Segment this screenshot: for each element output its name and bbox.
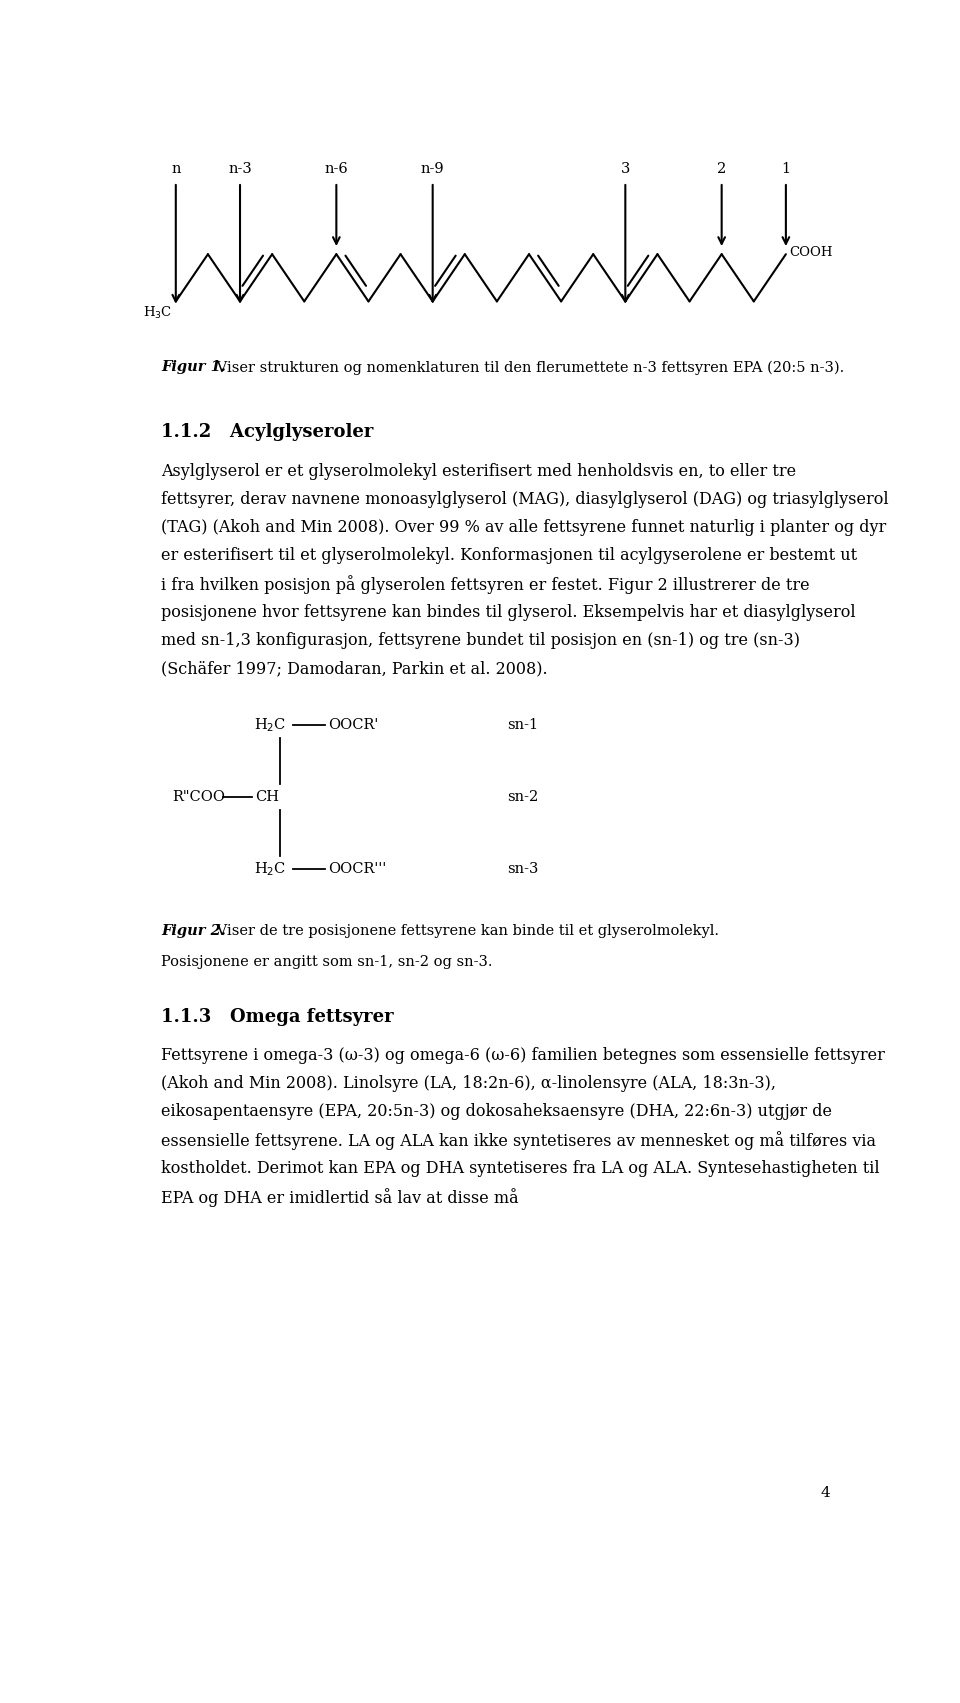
Text: 3: 3 — [621, 162, 630, 175]
Text: sn-1: sn-1 — [507, 719, 538, 732]
Text: fettsyrer, derav navnene monoasylglyserol (MAG), diasylglyserol (DAG) og triasyl: fettsyrer, derav navnene monoasylglysero… — [161, 490, 889, 507]
Text: i fra hvilken posisjon på glyserolen fettsyren er festet. Figur 2 illustrerer de: i fra hvilken posisjon på glyserolen fet… — [161, 576, 809, 594]
Text: er esterifisert til et glyserolmolekyl. Konformasjonen til acylgyserolene er bes: er esterifisert til et glyserolmolekyl. … — [161, 547, 857, 564]
Text: H$_2$C: H$_2$C — [253, 860, 286, 879]
Text: (Akoh and Min 2008). Linolsyre (LA, 18:2n-6), α-linolensyre (ALA, 18:3n-3),: (Akoh and Min 2008). Linolsyre (LA, 18:2… — [161, 1075, 776, 1092]
Text: 1.1.2   Acylglyseroler: 1.1.2 Acylglyseroler — [161, 424, 373, 441]
Text: Posisjonene er angitt som sn-1, sn-2 og sn-3.: Posisjonene er angitt som sn-1, sn-2 og … — [161, 955, 492, 969]
Text: (Schäfer 1997; Damodaran, Parkin et al. 2008).: (Schäfer 1997; Damodaran, Parkin et al. … — [161, 661, 547, 678]
Text: eikosapentaensyre (EPA, 20:5n-3) og dokosaheksaensyre (DHA, 22:6n-3) utgjør de: eikosapentaensyre (EPA, 20:5n-3) og doko… — [161, 1104, 832, 1121]
Text: n-6: n-6 — [324, 162, 348, 175]
Text: CH: CH — [255, 790, 279, 804]
Text: Viser strukturen og nomenklaturen til den flerumettete n-3 fettsyren EPA (20:5 n: Viser strukturen og nomenklaturen til de… — [211, 361, 844, 375]
Text: EPA og DHA er imidlertid så lav at disse må: EPA og DHA er imidlertid så lav at disse… — [161, 1189, 518, 1207]
Text: OOCR''': OOCR''' — [328, 862, 387, 877]
Text: n-3: n-3 — [228, 162, 252, 175]
Text: kostholdet. Derimot kan EPA og DHA syntetiseres fra LA og ALA. Syntesehastighete: kostholdet. Derimot kan EPA og DHA synte… — [161, 1160, 879, 1177]
Text: R"COO: R"COO — [172, 790, 225, 804]
Text: n-9: n-9 — [420, 162, 444, 175]
Text: Asylglyserol er et glyserolmolekyl esterifisert med henholdsvis en, to eller tre: Asylglyserol er et glyserolmolekyl ester… — [161, 463, 796, 480]
Text: posisjonene hvor fettsyrene kan bindes til glyserol. Eksempelvis har et diasylgl: posisjonene hvor fettsyrene kan bindes t… — [161, 603, 855, 620]
Text: 2: 2 — [717, 162, 727, 175]
Text: 4: 4 — [821, 1487, 830, 1500]
Text: n: n — [171, 162, 180, 175]
Text: 1.1.3   Omega fettsyrer: 1.1.3 Omega fettsyrer — [161, 1008, 394, 1025]
Text: Viser de tre posisjonene fettsyrene kan binde til et glyserolmolekyl.: Viser de tre posisjonene fettsyrene kan … — [211, 925, 718, 938]
Text: Fettsyrene i omega-3 (ω-3) og omega-6 (ω-6) familien betegnes som essensielle fe: Fettsyrene i omega-3 (ω-3) og omega-6 (ω… — [161, 1047, 885, 1064]
Text: H$_3$C: H$_3$C — [143, 305, 172, 322]
Text: H$_2$C: H$_2$C — [253, 715, 286, 734]
Text: sn-2: sn-2 — [507, 790, 539, 804]
Text: Figur 2.: Figur 2. — [161, 925, 226, 938]
Text: 1: 1 — [781, 162, 790, 175]
Text: COOH: COOH — [789, 247, 833, 259]
Text: med sn-1,3 konfigurasjon, fettsyrene bundet til posisjon en (sn-1) og tre (sn-3): med sn-1,3 konfigurasjon, fettsyrene bun… — [161, 632, 800, 649]
Text: sn-3: sn-3 — [507, 862, 539, 877]
Text: (TAG) (Akoh and Min 2008). Over 99 % av alle fettsyrene funnet naturlig i plante: (TAG) (Akoh and Min 2008). Over 99 % av … — [161, 519, 886, 536]
Text: Figur 1.: Figur 1. — [161, 361, 226, 375]
Text: OOCR': OOCR' — [328, 719, 378, 732]
Text: essensielle fettsyrene. LA og ALA kan ikke syntetiseres av mennesket og må tilfø: essensielle fettsyrene. LA og ALA kan ik… — [161, 1131, 876, 1150]
